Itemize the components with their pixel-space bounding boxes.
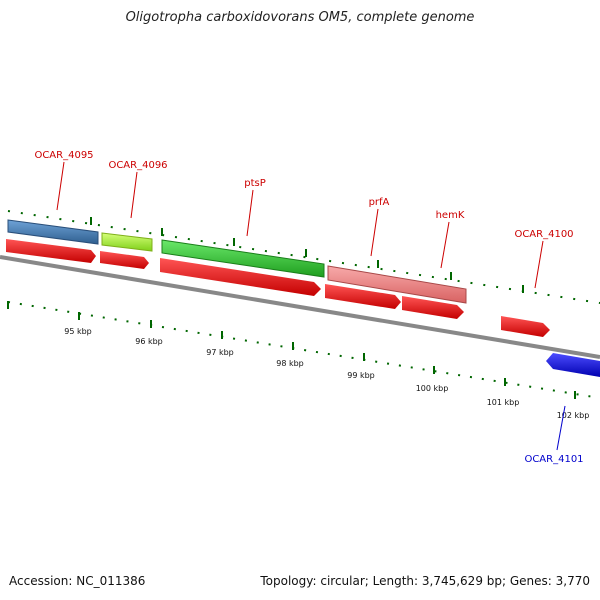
gene-label-hemk[interactable]: hemK	[436, 210, 465, 221]
upper-tick-track	[7, 210, 600, 304]
scale-tick-label: 102 kbp	[557, 411, 590, 420]
scale-tick-label: 99 kbp	[347, 371, 375, 380]
cds-track	[6, 239, 600, 377]
cds-arrow-ocar4100[interactable]	[501, 316, 550, 337]
lower-tick-dots	[7, 301, 600, 399]
gene-label-ocar4096[interactable]: OCAR_4096	[108, 160, 167, 171]
leader-ocar4095	[56, 161, 65, 211]
leader-ocar4096	[130, 171, 138, 219]
leader-prfa	[370, 208, 379, 257]
cds-arrow-ocar4095[interactable]	[6, 239, 96, 263]
scale-tick-label: 97 kbp	[206, 348, 234, 357]
label-leaders	[56, 161, 566, 451]
gene-label-ocar4101[interactable]: OCAR_4101	[524, 454, 583, 465]
gene-box-ptsp[interactable]	[161, 239, 325, 278]
gene-feature-track	[7, 219, 467, 304]
scale-tick-label: 98 kbp	[276, 359, 304, 368]
gene-label-prfa[interactable]: prfA	[369, 197, 390, 208]
cds-arrow-prfa[interactable]	[325, 284, 401, 309]
leader-ptsp	[246, 189, 254, 237]
leader-ocar4101	[556, 405, 566, 451]
cds-arrow-hemk[interactable]	[402, 296, 464, 319]
gene-labels: OCAR_4095 OCAR_4096 ptsP prfA hemK OCAR_…	[34, 150, 583, 465]
gene-box-prfa-hemk[interactable]	[327, 265, 467, 304]
genome-summary-text: Topology: circular; Length: 3,745,629 bp…	[260, 574, 590, 588]
cds-arrow-ocar4096[interactable]	[100, 251, 149, 269]
gene-box-ocar4095[interactable]	[7, 219, 99, 245]
map-title: Oligotropha carboxidovorans OM5, complet…	[125, 10, 475, 25]
scale-tick-label: 101 kbp	[487, 398, 520, 407]
cds-arrow-ocar4101[interactable]	[546, 353, 600, 377]
gene-label-ocar4095[interactable]: OCAR_4095	[34, 150, 93, 161]
upper-tick-dots	[7, 210, 600, 304]
leader-hemk	[440, 221, 450, 269]
scale-tick-label: 96 kbp	[135, 337, 163, 346]
gene-label-ocar4100[interactable]: OCAR_4100	[514, 229, 573, 240]
gene-box-ocar4096[interactable]	[101, 232, 153, 252]
lower-scale-track: 95 kbp 96 kbp 97 kbp 98 kbp 99 kbp 100 k…	[7, 301, 600, 420]
cds-arrow-ptsp[interactable]	[160, 258, 321, 296]
gene-label-ptsp[interactable]: ptsP	[244, 178, 266, 189]
accession-text: Accession: NC_011386	[9, 574, 146, 588]
leader-ocar4100	[534, 240, 544, 289]
genome-backbone	[0, 255, 600, 359]
scale-tick-label: 100 kbp	[416, 384, 449, 393]
scale-tick-label: 95 kbp	[64, 327, 92, 336]
